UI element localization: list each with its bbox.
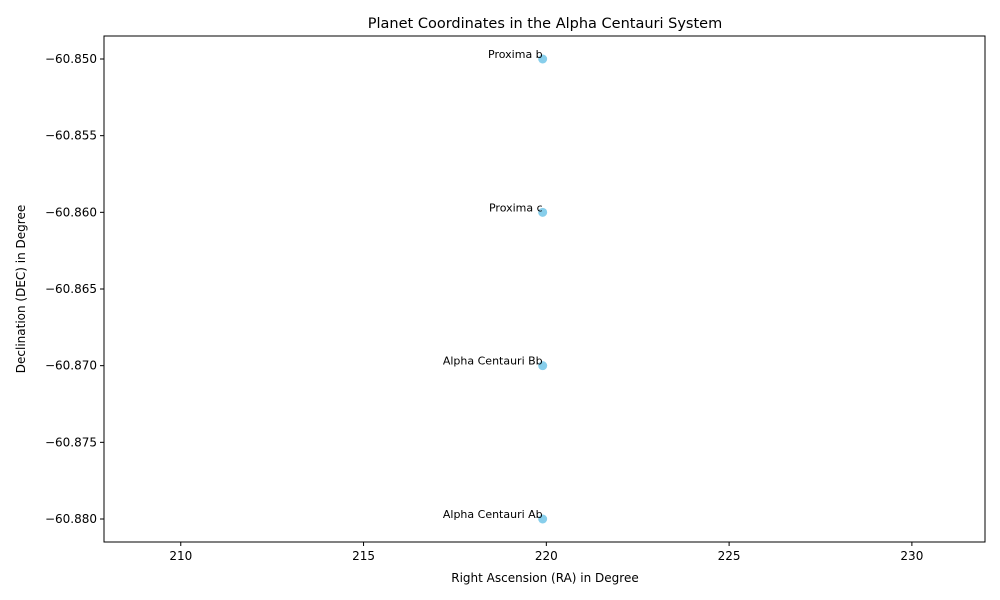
y-tick-label: −60.870 [45, 359, 97, 373]
y-axis: −60.850 −60.855 −60.860 −60.865 −60.870 −60.8… [45, 52, 104, 526]
data-points: Proxima b Proxima c Alpha Centauri Bb Alpha… [443, 48, 548, 524]
chart-title: Planet Coordinates in the Alpha Centauri… [368, 16, 722, 32]
y-tick-label: −60.865 [45, 282, 97, 296]
y-tick-label: −60.875 [45, 435, 97, 449]
x-tick-label: 225 [718, 549, 741, 563]
x-tick-label: 215 [352, 549, 375, 563]
y-tick-label: −60.880 [45, 512, 97, 526]
point-label: Proxima c [489, 201, 543, 214]
x-tick-label: 210 [169, 549, 192, 563]
y-tick-label: −60.850 [45, 52, 97, 66]
x-axis: 210 215 220 225 230 [169, 542, 923, 563]
y-tick-label: −60.855 [45, 129, 97, 143]
x-tick-label: 230 [900, 549, 923, 563]
data-point [538, 54, 548, 64]
y-axis-label: Declination (DEC) in Degree [14, 205, 28, 373]
x-axis-label: Right Ascension (RA) in Degree [451, 571, 638, 585]
data-point [538, 514, 548, 524]
plot-area [103, 35, 986, 543]
point-label: Alpha Centauri Ab [443, 508, 543, 521]
x-tick-label: 220 [535, 549, 558, 563]
data-point [538, 207, 548, 217]
data-point [538, 361, 548, 371]
point-label: Alpha Centauri Bb [443, 355, 543, 368]
point-label: Proxima b [488, 48, 543, 61]
y-tick-label: −60.860 [45, 205, 97, 219]
